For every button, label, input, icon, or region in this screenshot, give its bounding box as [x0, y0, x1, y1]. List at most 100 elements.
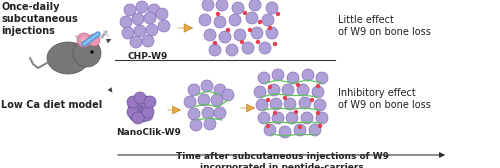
- Circle shape: [283, 96, 287, 100]
- Circle shape: [272, 112, 284, 124]
- Ellipse shape: [47, 42, 89, 74]
- Circle shape: [144, 12, 156, 24]
- Circle shape: [282, 84, 294, 96]
- Circle shape: [258, 72, 270, 84]
- Text: NanoClik-W9: NanoClik-W9: [116, 128, 181, 137]
- Circle shape: [266, 124, 270, 128]
- Circle shape: [124, 4, 136, 16]
- Circle shape: [140, 96, 152, 108]
- Circle shape: [88, 34, 100, 46]
- Circle shape: [251, 27, 263, 39]
- Circle shape: [226, 28, 230, 32]
- Circle shape: [188, 108, 200, 120]
- Circle shape: [219, 31, 231, 43]
- Circle shape: [301, 112, 313, 124]
- Circle shape: [256, 40, 260, 44]
- Circle shape: [214, 16, 226, 28]
- Circle shape: [190, 119, 202, 131]
- Circle shape: [266, 98, 270, 102]
- Circle shape: [318, 124, 322, 128]
- Circle shape: [204, 118, 216, 130]
- Circle shape: [279, 126, 291, 138]
- Circle shape: [258, 112, 270, 124]
- Circle shape: [276, 12, 280, 16]
- Circle shape: [80, 36, 88, 44]
- Circle shape: [268, 84, 280, 96]
- Circle shape: [134, 25, 146, 37]
- Circle shape: [316, 111, 320, 115]
- Circle shape: [266, 2, 278, 14]
- Circle shape: [199, 14, 211, 26]
- Circle shape: [234, 29, 246, 41]
- Circle shape: [246, 12, 258, 24]
- Circle shape: [232, 2, 244, 14]
- Circle shape: [262, 14, 274, 26]
- Circle shape: [270, 98, 282, 110]
- Circle shape: [90, 50, 94, 54]
- Circle shape: [266, 27, 278, 39]
- Circle shape: [297, 84, 309, 96]
- Circle shape: [141, 100, 153, 112]
- Circle shape: [158, 20, 170, 32]
- Text: Little effect
of W9 on bone loss: Little effect of W9 on bone loss: [338, 15, 431, 37]
- Circle shape: [198, 94, 210, 106]
- Circle shape: [129, 109, 141, 121]
- Circle shape: [264, 124, 276, 136]
- Circle shape: [134, 104, 146, 116]
- Circle shape: [256, 99, 268, 111]
- Circle shape: [222, 89, 234, 101]
- Circle shape: [284, 98, 296, 110]
- Circle shape: [127, 106, 139, 118]
- Circle shape: [213, 41, 217, 45]
- Circle shape: [273, 111, 277, 115]
- Circle shape: [312, 86, 324, 98]
- Circle shape: [134, 92, 146, 104]
- Circle shape: [316, 84, 320, 88]
- Text: CHP-W9: CHP-W9: [127, 52, 168, 61]
- Text: Low Ca diet model: Low Ca diet model: [1, 100, 102, 110]
- Circle shape: [204, 29, 216, 41]
- Circle shape: [146, 24, 158, 36]
- Circle shape: [132, 13, 144, 25]
- Circle shape: [130, 97, 142, 109]
- Circle shape: [184, 96, 196, 108]
- Circle shape: [216, 12, 220, 16]
- Circle shape: [144, 96, 156, 108]
- Circle shape: [310, 98, 314, 102]
- Circle shape: [243, 11, 247, 15]
- Circle shape: [258, 20, 262, 24]
- Circle shape: [226, 44, 238, 56]
- Circle shape: [268, 26, 272, 30]
- Circle shape: [316, 112, 328, 124]
- Text: Once-daily
subcutaneous
injections: Once-daily subcutaneous injections: [1, 2, 78, 36]
- Circle shape: [242, 42, 254, 54]
- Circle shape: [298, 125, 302, 129]
- Circle shape: [188, 84, 200, 96]
- Circle shape: [135, 95, 147, 107]
- Circle shape: [202, 107, 214, 119]
- Circle shape: [248, 28, 252, 32]
- Circle shape: [142, 35, 154, 47]
- Circle shape: [73, 39, 101, 67]
- Circle shape: [254, 86, 266, 98]
- Circle shape: [214, 107, 226, 119]
- Circle shape: [201, 80, 213, 92]
- Circle shape: [122, 27, 134, 39]
- Circle shape: [211, 94, 223, 106]
- Circle shape: [286, 112, 298, 124]
- Circle shape: [156, 8, 168, 20]
- Circle shape: [272, 69, 284, 81]
- Circle shape: [294, 124, 306, 136]
- Circle shape: [296, 83, 300, 87]
- Circle shape: [137, 110, 149, 122]
- Text: Time after subcutaneous injections of W9
incorporated in peptide-carriers: Time after subcutaneous injections of W9…: [176, 152, 388, 168]
- Circle shape: [314, 99, 326, 111]
- Circle shape: [214, 84, 226, 96]
- Circle shape: [216, 0, 228, 11]
- Circle shape: [148, 4, 160, 16]
- Circle shape: [294, 110, 298, 114]
- Circle shape: [268, 85, 272, 89]
- Circle shape: [299, 97, 311, 109]
- Circle shape: [249, 0, 261, 11]
- Circle shape: [128, 100, 140, 112]
